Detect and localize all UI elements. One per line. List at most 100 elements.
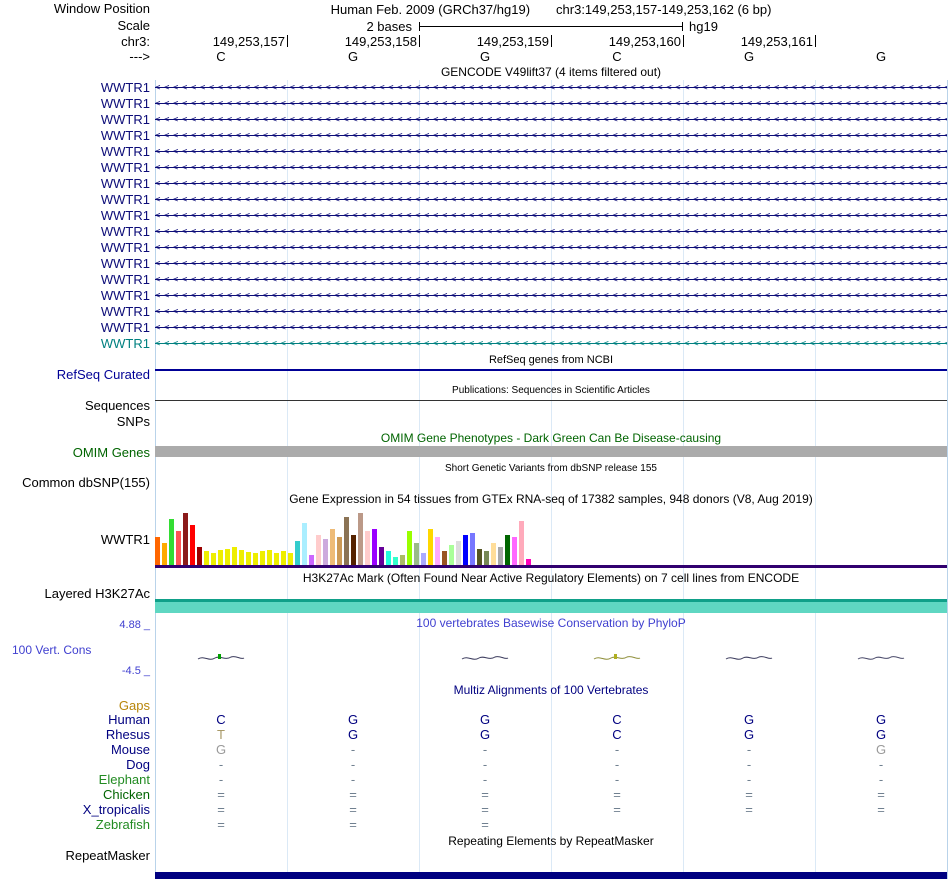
gtex-tissue-bar[interactable] bbox=[281, 551, 286, 565]
gencode-gene-label[interactable]: WWTR1 bbox=[100, 192, 150, 207]
aligned-base[interactable]: - bbox=[878, 757, 884, 772]
gencode-transcript[interactable]: <<<<<<<<<<<<<<<<<<<<<<<<<<<<<<<<<<<<<<<<… bbox=[155, 208, 947, 224]
refseq-curated-label[interactable]: RefSeq Curated bbox=[56, 367, 150, 382]
gtex-tissue-bar[interactable] bbox=[414, 543, 419, 565]
gaps-label[interactable]: Gaps bbox=[118, 698, 150, 713]
gtex-tissue-bar[interactable] bbox=[428, 529, 433, 565]
gtex-gene-label[interactable]: WWTR1 bbox=[100, 532, 150, 547]
aligned-base[interactable]: = bbox=[613, 802, 621, 817]
omim-genes-track-bar[interactable] bbox=[155, 446, 947, 457]
gtex-tissue-bar[interactable] bbox=[302, 523, 307, 565]
aligned-base[interactable]: = bbox=[349, 787, 357, 802]
gencode-transcript[interactable]: <<<<<<<<<<<<<<<<<<<<<<<<<<<<<<<<<<<<<<<<… bbox=[155, 304, 947, 320]
aligned-base[interactable]: - bbox=[746, 772, 752, 787]
phylop-signal[interactable] bbox=[857, 651, 905, 665]
gtex-tissue-bar[interactable] bbox=[379, 547, 384, 565]
gtex-tissue-bar[interactable] bbox=[211, 553, 216, 565]
aligned-base[interactable]: = bbox=[745, 802, 753, 817]
gencode-gene-label[interactable]: WWTR1 bbox=[100, 96, 150, 111]
aligned-base[interactable]: - bbox=[746, 757, 752, 772]
aligned-base[interactable]: G bbox=[875, 727, 887, 742]
gtex-tissue-bar[interactable] bbox=[491, 543, 496, 565]
gtex-tissue-bar[interactable] bbox=[449, 545, 454, 565]
repeatmasker-label[interactable]: RepeatMasker bbox=[65, 848, 150, 863]
aligned-base[interactable]: = bbox=[481, 787, 489, 802]
species-label[interactable]: Mouse bbox=[110, 742, 150, 757]
cons-min-label[interactable]: -4.5 _ bbox=[121, 665, 150, 677]
gencode-transcript[interactable]: <<<<<<<<<<<<<<<<<<<<<<<<<<<<<<<<<<<<<<<<… bbox=[155, 288, 947, 304]
aligned-base[interactable]: G bbox=[479, 727, 491, 742]
species-label[interactable]: Zebrafish bbox=[95, 817, 150, 832]
gencode-gene-label[interactable]: WWTR1 bbox=[100, 288, 150, 303]
gencode-transcript[interactable]: <<<<<<<<<<<<<<<<<<<<<<<<<<<<<<<<<<<<<<<<… bbox=[155, 80, 947, 96]
gencode-transcript[interactable]: <<<<<<<<<<<<<<<<<<<<<<<<<<<<<<<<<<<<<<<<… bbox=[155, 320, 947, 336]
gtex-tissue-bar[interactable] bbox=[526, 559, 531, 565]
aligned-base[interactable]: G bbox=[479, 712, 491, 727]
omim-genes-label[interactable]: OMIM Genes bbox=[72, 445, 150, 460]
gencode-transcript[interactable]: <<<<<<<<<<<<<<<<<<<<<<<<<<<<<<<<<<<<<<<<… bbox=[155, 336, 947, 352]
gtex-tissue-bar[interactable] bbox=[463, 535, 468, 565]
aligned-base[interactable]: - bbox=[218, 772, 224, 787]
gtex-tissue-bar[interactable] bbox=[519, 521, 524, 565]
aligned-base[interactable]: = bbox=[217, 817, 225, 832]
aligned-base[interactable]: G bbox=[215, 742, 227, 757]
gencode-gene-label[interactable]: WWTR1 bbox=[100, 208, 150, 223]
gtex-tissue-bar[interactable] bbox=[204, 551, 209, 565]
gencode-transcript[interactable]: <<<<<<<<<<<<<<<<<<<<<<<<<<<<<<<<<<<<<<<<… bbox=[155, 160, 947, 176]
gtex-tissue-bar[interactable] bbox=[477, 549, 482, 565]
gencode-gene-label[interactable]: WWTR1 bbox=[100, 128, 150, 143]
gtex-tissue-bar[interactable] bbox=[218, 550, 223, 565]
aligned-base[interactable]: G bbox=[875, 742, 887, 757]
gtex-tissue-bar[interactable] bbox=[400, 555, 405, 565]
gtex-tissue-bar[interactable] bbox=[176, 531, 181, 565]
gtex-tissue-bar[interactable] bbox=[337, 537, 342, 565]
aligned-base[interactable]: = bbox=[745, 787, 753, 802]
aligned-base[interactable]: = bbox=[217, 802, 225, 817]
gtex-tissue-bar[interactable] bbox=[316, 535, 321, 565]
gtex-tissue-bar[interactable] bbox=[288, 553, 293, 565]
aligned-base[interactable]: - bbox=[614, 742, 620, 757]
gtex-tissue-bar[interactable] bbox=[169, 519, 174, 565]
gtex-tissue-bar[interactable] bbox=[246, 552, 251, 565]
aligned-base[interactable]: - bbox=[218, 757, 224, 772]
gencode-transcript[interactable]: <<<<<<<<<<<<<<<<<<<<<<<<<<<<<<<<<<<<<<<<… bbox=[155, 128, 947, 144]
aligned-base[interactable]: - bbox=[614, 757, 620, 772]
gencode-gene-label[interactable]: WWTR1 bbox=[100, 224, 150, 239]
gtex-tissue-bar[interactable] bbox=[365, 531, 370, 565]
gencode-transcript[interactable]: <<<<<<<<<<<<<<<<<<<<<<<<<<<<<<<<<<<<<<<<… bbox=[155, 176, 947, 192]
aligned-base[interactable]: = bbox=[481, 802, 489, 817]
phylop-signal[interactable] bbox=[593, 651, 641, 665]
gtex-tissue-bar[interactable] bbox=[470, 533, 475, 565]
gencode-transcript[interactable]: <<<<<<<<<<<<<<<<<<<<<<<<<<<<<<<<<<<<<<<<… bbox=[155, 272, 947, 288]
aligned-base[interactable]: T bbox=[217, 727, 225, 742]
gtex-tissue-bar[interactable] bbox=[239, 550, 244, 565]
gencode-gene-label[interactable]: WWTR1 bbox=[100, 256, 150, 271]
aligned-base[interactable]: = bbox=[217, 787, 225, 802]
scale-label[interactable]: Scale bbox=[117, 18, 150, 33]
gencode-gene-label[interactable]: WWTR1 bbox=[100, 240, 150, 255]
gtex-tissue-bar[interactable] bbox=[155, 537, 160, 565]
vert-cons-label[interactable]: 100 Vert. Cons bbox=[12, 643, 92, 657]
gtex-tissue-bar[interactable] bbox=[274, 553, 279, 565]
aligned-base[interactable]: G bbox=[743, 727, 755, 742]
aligned-base[interactable]: = bbox=[481, 817, 489, 832]
gtex-tissue-bar[interactable] bbox=[512, 537, 517, 565]
gencode-transcript[interactable]: <<<<<<<<<<<<<<<<<<<<<<<<<<<<<<<<<<<<<<<<… bbox=[155, 112, 947, 128]
gtex-tissue-bar[interactable] bbox=[456, 541, 461, 565]
species-label[interactable]: Dog bbox=[126, 757, 150, 772]
gtex-tissue-bar[interactable] bbox=[190, 525, 195, 565]
gencode-gene-label[interactable]: WWTR1 bbox=[100, 272, 150, 287]
gtex-tissue-bar[interactable] bbox=[253, 553, 258, 565]
aligned-base[interactable]: - bbox=[878, 772, 884, 787]
gtex-tissue-bar[interactable] bbox=[344, 517, 349, 565]
gencode-transcript[interactable]: <<<<<<<<<<<<<<<<<<<<<<<<<<<<<<<<<<<<<<<<… bbox=[155, 256, 947, 272]
gtex-tissue-bar[interactable] bbox=[393, 557, 398, 565]
chrom-label[interactable]: chr3: bbox=[121, 34, 150, 49]
gencode-gene-label[interactable]: WWTR1 bbox=[100, 320, 150, 335]
common-dbsnp-label[interactable]: Common dbSNP(155) bbox=[22, 475, 150, 490]
aligned-base[interactable]: G bbox=[875, 712, 887, 727]
sequences-track-line[interactable] bbox=[155, 400, 947, 401]
gtex-tissue-bar[interactable] bbox=[295, 541, 300, 565]
h3k27ac-track-band[interactable] bbox=[155, 599, 947, 613]
gtex-tissue-bar[interactable] bbox=[225, 549, 230, 565]
